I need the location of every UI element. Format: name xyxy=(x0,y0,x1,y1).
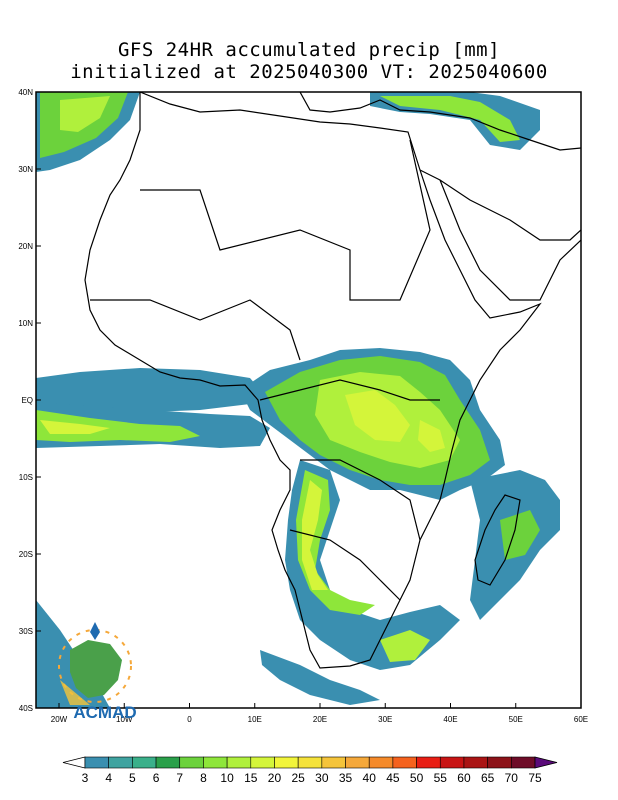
colorbar-swatch xyxy=(84,756,109,769)
lat-label: EQ xyxy=(21,396,33,405)
lon-label: 40E xyxy=(443,715,457,724)
colorbar-label: 70 xyxy=(505,771,519,785)
colorbar-label: 15 xyxy=(244,771,258,785)
colorbar-swatch xyxy=(179,756,204,769)
colorbar-label: 20 xyxy=(268,771,282,785)
precip-nw-core xyxy=(60,96,110,132)
madagascar-coast xyxy=(474,494,521,586)
colorbar-max-arrow xyxy=(534,756,558,769)
precip-south-core xyxy=(302,480,328,590)
colorbar-label: 65 xyxy=(481,771,495,785)
colorbar-swatch xyxy=(250,756,275,769)
precip-ne-mid xyxy=(380,96,520,142)
lon-label: 50E xyxy=(509,715,523,724)
colorbar-label: 75 xyxy=(528,771,542,785)
lat-label: 30N xyxy=(18,165,33,174)
chart-title-line2: initialized at 2025040300 VT: 2025040600 xyxy=(70,61,548,83)
precip-indian-core xyxy=(500,510,540,560)
colorbar-label: 40 xyxy=(363,771,377,785)
colorbar-swatch xyxy=(463,756,488,769)
colorbar-min-arrow xyxy=(62,756,86,769)
arabia-coast xyxy=(419,169,581,241)
colorbar-swatch xyxy=(226,756,252,769)
lat-label: 10N xyxy=(18,319,33,328)
colorbar-label: 30 xyxy=(315,771,329,785)
colorbar-label: 25 xyxy=(291,771,305,785)
logo-lines xyxy=(60,680,90,705)
lon-label: 30E xyxy=(378,715,392,724)
lat-label: 40N xyxy=(18,88,33,97)
colorbar-label: 35 xyxy=(339,771,353,785)
colorbar-swatch xyxy=(416,756,441,769)
lon-label: 10W xyxy=(116,715,133,724)
colorbar-swatch xyxy=(297,756,323,769)
africa-coast xyxy=(84,92,542,669)
chart-title-line1: GFS 24HR accumulated precip [mm] xyxy=(117,39,501,61)
lat-label: 20N xyxy=(18,242,33,251)
colorbar-label: 50 xyxy=(410,771,424,785)
colorbar-swatch xyxy=(321,756,346,769)
precip-central-peak xyxy=(345,390,410,442)
southwest-borders xyxy=(289,529,401,601)
colorbar-swatch xyxy=(132,756,157,769)
colorbar-label: 60 xyxy=(457,771,471,785)
colorbar-swatch xyxy=(487,756,512,769)
central-borders xyxy=(259,379,440,401)
logo-text: ACMAD xyxy=(73,703,136,722)
lon-label: 20W xyxy=(51,715,68,724)
lat-label: 40S xyxy=(19,704,33,713)
lat-label: 10S xyxy=(19,473,33,482)
logo-sun-ring xyxy=(58,629,132,703)
lon-label: 0 xyxy=(187,715,192,724)
acmad-logo: ACMAD xyxy=(58,622,137,722)
precip-east-peak xyxy=(418,420,445,452)
logo-africa-shape xyxy=(70,640,122,698)
lon-label: 60E xyxy=(574,715,588,724)
colorbar-swatch xyxy=(392,756,417,769)
colorbar-label: 8 xyxy=(200,771,207,785)
colorbar-swatch xyxy=(108,756,133,769)
colorbar-label: 3 xyxy=(82,771,89,785)
colorbar-label: 55 xyxy=(434,771,448,785)
colorbar-swatch xyxy=(439,756,465,769)
latitude-axis: 40N 30N 20N 10N EQ 10S 20S 30S 40S xyxy=(18,88,41,713)
southern-borders xyxy=(300,459,421,541)
colorbar: 3 4 5 6 7 8 10 15 20 25 30 35 40 45 50 55 60 65 70 75 xyxy=(62,756,558,785)
colorbar-swatch xyxy=(155,756,181,769)
colorbar-swatch xyxy=(203,756,228,769)
colorbar-swatch xyxy=(511,756,536,769)
sahel-borders xyxy=(90,299,301,361)
lon-label: 10E xyxy=(248,715,262,724)
precip-band-north-atlantic xyxy=(36,368,262,412)
precip-southeast-core xyxy=(380,630,430,662)
lat-label: 20S xyxy=(19,550,33,559)
colorbar-label: 7 xyxy=(176,771,183,785)
precip-band-gulf-peak xyxy=(40,420,110,434)
red-sea-coast xyxy=(439,179,581,301)
longitude-axis: 20W 10W 0 10E 20E 30E 40E 50E 60E xyxy=(51,703,588,724)
lat-label: 30S xyxy=(19,627,33,636)
sahara-borders xyxy=(140,139,431,301)
lon-label: 20E xyxy=(313,715,327,724)
colorbar-swatch xyxy=(368,756,394,769)
colorbar-swatch xyxy=(345,756,370,769)
colorbar-swatch xyxy=(274,756,299,769)
colorbar-label: 45 xyxy=(386,771,400,785)
colorbar-label: 4 xyxy=(105,771,112,785)
precip-south-cape xyxy=(260,650,380,705)
coastlines xyxy=(84,92,581,669)
precip-field xyxy=(36,92,560,708)
mediterranean-north-coast xyxy=(299,92,581,151)
colorbar-label: 5 xyxy=(129,771,136,785)
colorbar-label: 6 xyxy=(153,771,160,785)
colorbar-label: 10 xyxy=(220,771,234,785)
logo-droplet-icon xyxy=(90,622,100,640)
